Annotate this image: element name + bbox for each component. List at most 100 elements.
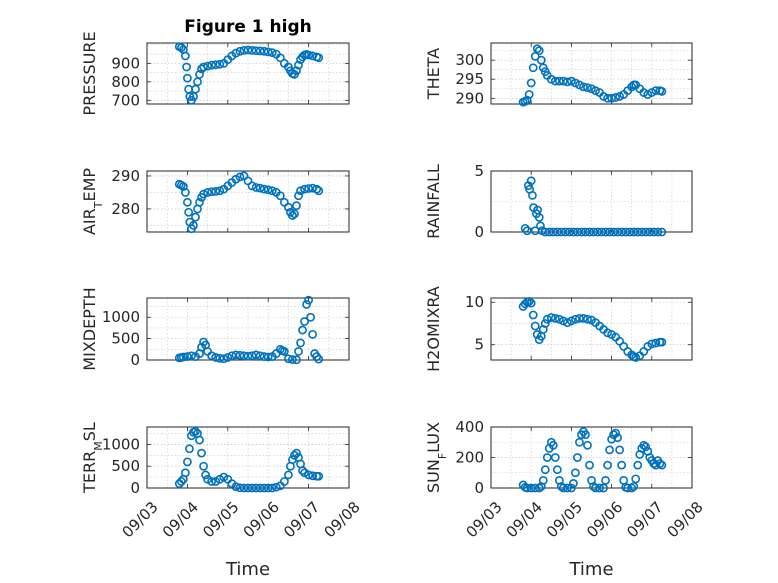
data-point: [314, 53, 324, 63]
data-point: [182, 457, 192, 467]
data-point: [579, 82, 588, 92]
data-point: [296, 186, 305, 196]
data-point: [542, 453, 552, 462]
data-point: [178, 352, 188, 362]
data-point: [294, 191, 303, 201]
data-point: [637, 227, 647, 237]
data-point: [231, 48, 241, 58]
y-tick-label: 200: [455, 449, 484, 467]
data-point: [300, 184, 309, 194]
data-point: [182, 73, 192, 83]
data-point: [526, 298, 536, 308]
x-tick-label: 09/05: [199, 498, 242, 541]
data-point: [540, 319, 550, 328]
data-point: [176, 477, 186, 486]
subplot-h2omixra: 5 10 H2OMIXRA: [424, 286, 693, 372]
data-point: [259, 184, 269, 194]
plot-area: [146, 42, 350, 105]
data-point: [207, 187, 217, 197]
data-point: [534, 483, 544, 493]
data-point: [180, 51, 190, 61]
x-tick-label: 09/06: [240, 498, 283, 541]
data-point: [562, 318, 572, 328]
data-point: [243, 483, 253, 493]
data-point: [647, 339, 657, 349]
data-point: [540, 227, 550, 237]
data-point: [283, 470, 293, 480]
data-point: [294, 347, 303, 356]
data-point: [203, 61, 212, 71]
data-point: [239, 483, 249, 493]
data-point: [180, 188, 190, 197]
y-tick-label: 1000: [102, 435, 140, 453]
y-tick-label: 290: [455, 89, 484, 107]
x-tick-label: 09/05: [543, 498, 586, 541]
data-point: [552, 465, 562, 475]
y-axis-label: SUNFLUX: [424, 422, 449, 493]
data-point: [581, 227, 590, 237]
data-point: [599, 483, 608, 493]
data-point: [189, 221, 198, 230]
data-point: [300, 317, 309, 326]
data-point: [271, 482, 281, 492]
data-point: [207, 477, 217, 486]
data-point: [524, 296, 534, 306]
data-point: [255, 46, 265, 56]
data-point: [552, 227, 562, 237]
data-point: [292, 355, 301, 365]
y-axis-label: PRESSURE: [80, 31, 99, 115]
x-tick-label: 09/08: [663, 498, 706, 541]
y-tick-label: 5: [474, 336, 484, 354]
data-point: [275, 191, 285, 201]
data-point: [255, 351, 265, 361]
data-point: [259, 46, 269, 56]
data-point: [641, 227, 651, 237]
data-point: [279, 347, 289, 356]
data-point: [558, 316, 568, 326]
data-point: [613, 227, 623, 237]
data-point: [589, 482, 598, 491]
data-point: [583, 314, 592, 324]
y-tick-label: 300: [455, 51, 484, 69]
data-point: [522, 483, 532, 493]
data-point: [550, 313, 560, 323]
data-point: [263, 352, 273, 362]
data-point: [207, 60, 217, 70]
plot-area: [490, 170, 693, 233]
x-tick-label: 09/03: [118, 498, 161, 541]
y-tick-label: 1000: [102, 308, 140, 326]
data-point: [532, 44, 542, 54]
data-point: [591, 483, 600, 493]
y-axis-label: AIRTEMP: [80, 168, 105, 235]
data-point: [199, 62, 208, 72]
x-axis-label: Time: [568, 559, 613, 580]
subplot-rainfall: 0 5 RAINFALL: [424, 162, 693, 241]
data-point: [649, 227, 659, 237]
data-point: [589, 227, 598, 237]
x-tick-label: 09/04: [159, 498, 202, 541]
data-point: [520, 223, 530, 233]
data-point: [201, 470, 210, 480]
y-tick-label: 700: [111, 91, 140, 109]
data-point: [564, 227, 574, 237]
data-point: [292, 201, 301, 211]
data-point: [292, 448, 301, 458]
data-point: [195, 197, 204, 207]
data-point: [556, 482, 566, 491]
data-point: [548, 440, 558, 450]
data-point: [235, 172, 245, 182]
x-axis-label: Time: [225, 559, 270, 580]
data-point: [304, 295, 313, 305]
data-point: [546, 313, 556, 322]
data-point: [524, 90, 534, 99]
data-point: [279, 477, 289, 486]
data-point: [243, 45, 253, 55]
data-point: [267, 186, 277, 196]
data-point: [550, 76, 560, 86]
data-point: [562, 77, 572, 87]
data-point: [522, 95, 532, 105]
data-point: [235, 350, 245, 360]
data-point: [235, 483, 245, 493]
data-point: [215, 59, 225, 69]
